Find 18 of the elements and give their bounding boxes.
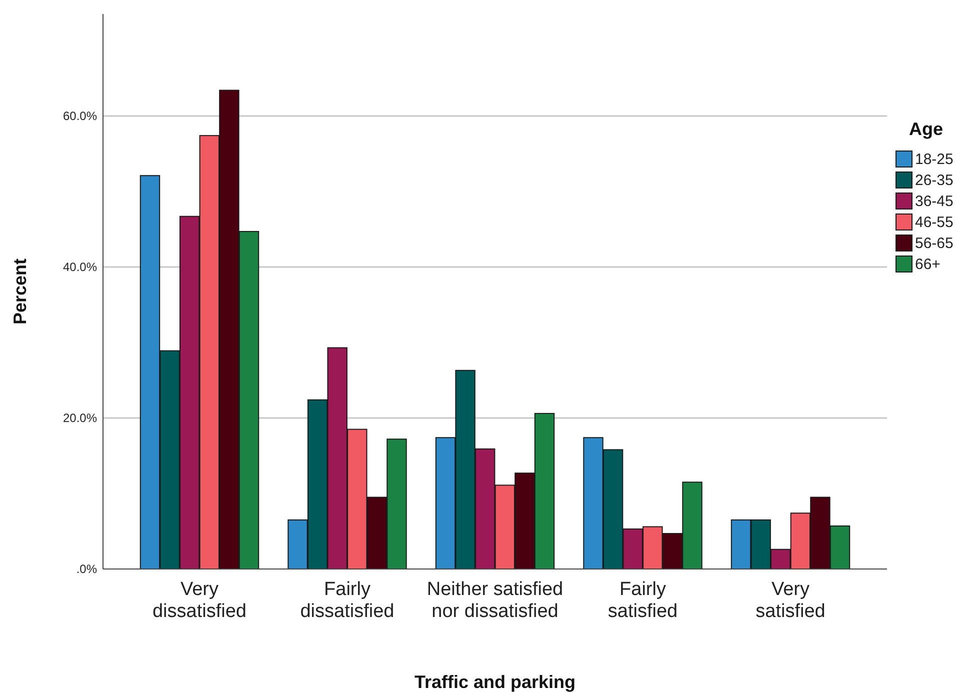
legend-label: 36-45 xyxy=(915,193,954,210)
y-tick-label: 60.0% xyxy=(62,108,98,123)
x-tick-label: Neither satisfied nor dissatisfied xyxy=(426,579,564,622)
y-tick-label: 40.0% xyxy=(62,260,98,274)
x-tick-label: Very dissatisfied xyxy=(152,579,246,622)
legend-label: 66+ xyxy=(915,256,941,273)
x-axis-title: Traffic and parking xyxy=(414,672,576,692)
x-tick-label: Fairly dissatisfied xyxy=(300,579,394,622)
y-tick-label: 20.0% xyxy=(62,410,98,425)
y-tick-label: .0% xyxy=(76,562,98,576)
y-axis-title: Percent xyxy=(10,258,30,325)
legend-label: 18-25 xyxy=(915,151,954,168)
legend-title: Age xyxy=(909,119,944,139)
legend-label: 56-65 xyxy=(915,235,954,252)
x-tick-label: Fairly satisfied xyxy=(608,579,678,622)
legend-label: 46-55 xyxy=(915,214,954,231)
legend-label: 26-35 xyxy=(915,172,954,189)
x-tick-label: Very satisfied xyxy=(756,579,826,622)
